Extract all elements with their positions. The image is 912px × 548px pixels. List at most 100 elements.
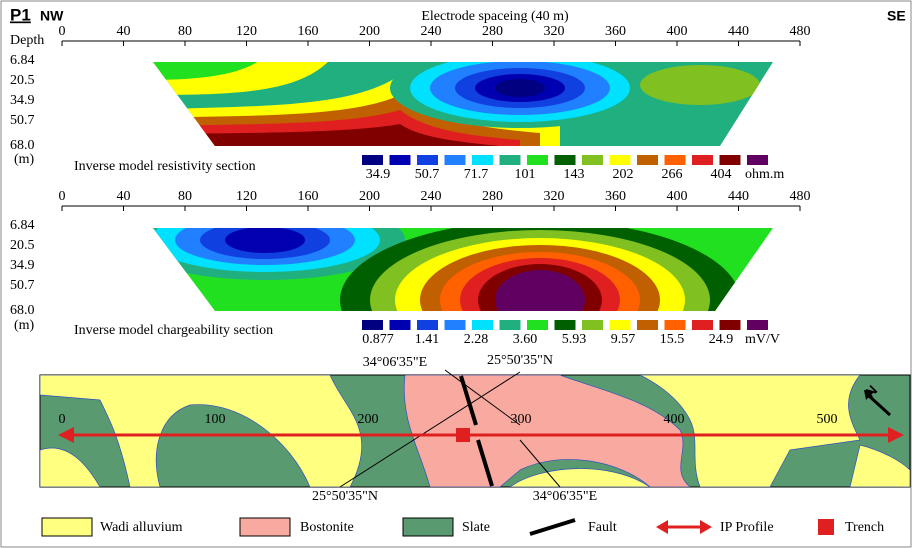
scale-label: 404 bbox=[711, 167, 732, 182]
tick-label: 200 bbox=[359, 189, 380, 204]
scale-label: 71.7 bbox=[464, 167, 489, 182]
scale-swatch bbox=[637, 155, 658, 165]
se-label: SE bbox=[887, 8, 906, 24]
depth-label: 50.7 bbox=[10, 278, 35, 293]
tick-label: 0 bbox=[59, 24, 66, 39]
depth-label: 50.7 bbox=[10, 113, 35, 128]
scale-label: 1.41 bbox=[415, 332, 440, 347]
scale-swatch bbox=[582, 320, 603, 330]
scale-swatch bbox=[499, 320, 521, 330]
scale-swatch bbox=[582, 155, 603, 165]
depth-label: 20.5 bbox=[10, 73, 35, 88]
nw-label: NW bbox=[40, 8, 64, 24]
scale-swatch bbox=[747, 320, 768, 330]
tick-label: 320 bbox=[544, 24, 565, 39]
scale-swatch bbox=[664, 320, 686, 330]
depth-label: 6.84 bbox=[10, 53, 35, 68]
shade bbox=[495, 270, 585, 311]
scale-label: 143 bbox=[564, 167, 585, 182]
scale-unit: mV/V bbox=[745, 332, 780, 347]
scale-label: 50.7 bbox=[415, 167, 440, 182]
depth-label: Depth bbox=[10, 33, 44, 48]
tick-label: 80 bbox=[178, 24, 192, 39]
scale-swatch bbox=[692, 155, 713, 165]
tick-label: 40 bbox=[117, 24, 131, 39]
depth-label: 34.9 bbox=[10, 93, 35, 108]
tick-label: 80 bbox=[178, 189, 192, 204]
tick-label: 160 bbox=[298, 189, 319, 204]
coordinate-label: 34°06'35"E bbox=[533, 489, 597, 504]
map-tick: 0 bbox=[59, 412, 66, 427]
scale-swatch bbox=[472, 320, 493, 330]
scale-swatch bbox=[362, 320, 383, 330]
legend-label: Slate bbox=[462, 520, 490, 535]
coordinate-label: 25°50'35"N bbox=[312, 489, 378, 504]
depth-unit: (m) bbox=[14, 318, 35, 333]
profile-id: P1 bbox=[10, 5, 31, 24]
legend-label: Wadi alluvium bbox=[100, 520, 183, 535]
chargeability-section bbox=[153, 228, 773, 311]
scale-swatch bbox=[362, 155, 383, 165]
scale-label: 15.5 bbox=[660, 332, 685, 347]
scale-swatch bbox=[554, 155, 576, 165]
tick-label: 480 bbox=[790, 189, 811, 204]
tick-label: 240 bbox=[421, 189, 442, 204]
scale-swatch bbox=[444, 155, 466, 165]
map-tick: 500 bbox=[817, 412, 838, 427]
map-tick: 200 bbox=[358, 412, 379, 427]
tick-label: 200 bbox=[359, 24, 380, 39]
scale-swatch bbox=[527, 320, 548, 330]
scale-unit: ohm.m bbox=[745, 167, 784, 182]
scale-label: 5.93 bbox=[562, 332, 587, 347]
coordinate-label: 25°50'35"N bbox=[487, 353, 553, 368]
scale-swatch bbox=[609, 320, 631, 330]
scale-swatch bbox=[719, 155, 741, 165]
scale-label: 2.28 bbox=[464, 332, 489, 347]
tick-label: 480 bbox=[790, 24, 811, 39]
scale-label: 101 bbox=[515, 167, 536, 182]
scale-swatch bbox=[417, 320, 438, 330]
tick-label: 360 bbox=[605, 189, 626, 204]
scale-swatch bbox=[664, 155, 686, 165]
map-tick: 400 bbox=[664, 412, 685, 427]
depth-label: 68.0 bbox=[10, 303, 35, 318]
scale-swatch bbox=[472, 155, 493, 165]
legend-label: Bostonite bbox=[300, 520, 354, 535]
tick-label: 280 bbox=[482, 24, 503, 39]
legend-label: Trench bbox=[845, 520, 884, 535]
scale-label: 9.57 bbox=[611, 332, 636, 347]
scale-swatch bbox=[719, 320, 741, 330]
tick-label: 0 bbox=[59, 189, 66, 204]
geologic-map: 0 100 200 300 400 500 34°06'35"E 25°50'35"N 25°5… bbox=[39, 353, 911, 504]
scale-swatch bbox=[554, 320, 576, 330]
scale-label: 202 bbox=[613, 167, 634, 182]
legend-label: Fault bbox=[588, 520, 617, 535]
tick-label: 360 bbox=[605, 24, 626, 39]
tick-label: 400 bbox=[667, 189, 688, 204]
shade bbox=[153, 62, 260, 80]
scale-swatch bbox=[609, 155, 631, 165]
shade bbox=[225, 228, 305, 253]
scale-swatch bbox=[692, 320, 713, 330]
legend-label: IP Profile bbox=[720, 520, 774, 535]
tick-label: 240 bbox=[421, 24, 442, 39]
axis-title: Electrode spaceing (40 m) bbox=[421, 9, 569, 24]
tick-label: 440 bbox=[728, 189, 749, 204]
tick-label: 120 bbox=[236, 189, 257, 204]
tick-label: 320 bbox=[544, 189, 565, 204]
scale-swatch bbox=[637, 320, 658, 330]
scale-swatch bbox=[389, 320, 411, 330]
depth-unit: (m) bbox=[14, 152, 35, 167]
scale-label: 24.9 bbox=[709, 332, 734, 347]
depth-label: 68.0 bbox=[10, 138, 35, 153]
depth-label: 6.84 bbox=[10, 218, 35, 233]
scale-swatch bbox=[417, 155, 438, 165]
section-title: Inverse model resistivity section bbox=[74, 159, 256, 174]
section-title: Inverse model chargeability section bbox=[74, 323, 273, 338]
tick-label: 440 bbox=[728, 24, 749, 39]
scale-swatch bbox=[527, 155, 548, 165]
resistivity-section bbox=[153, 62, 773, 146]
scale-label: 266 bbox=[662, 167, 683, 182]
